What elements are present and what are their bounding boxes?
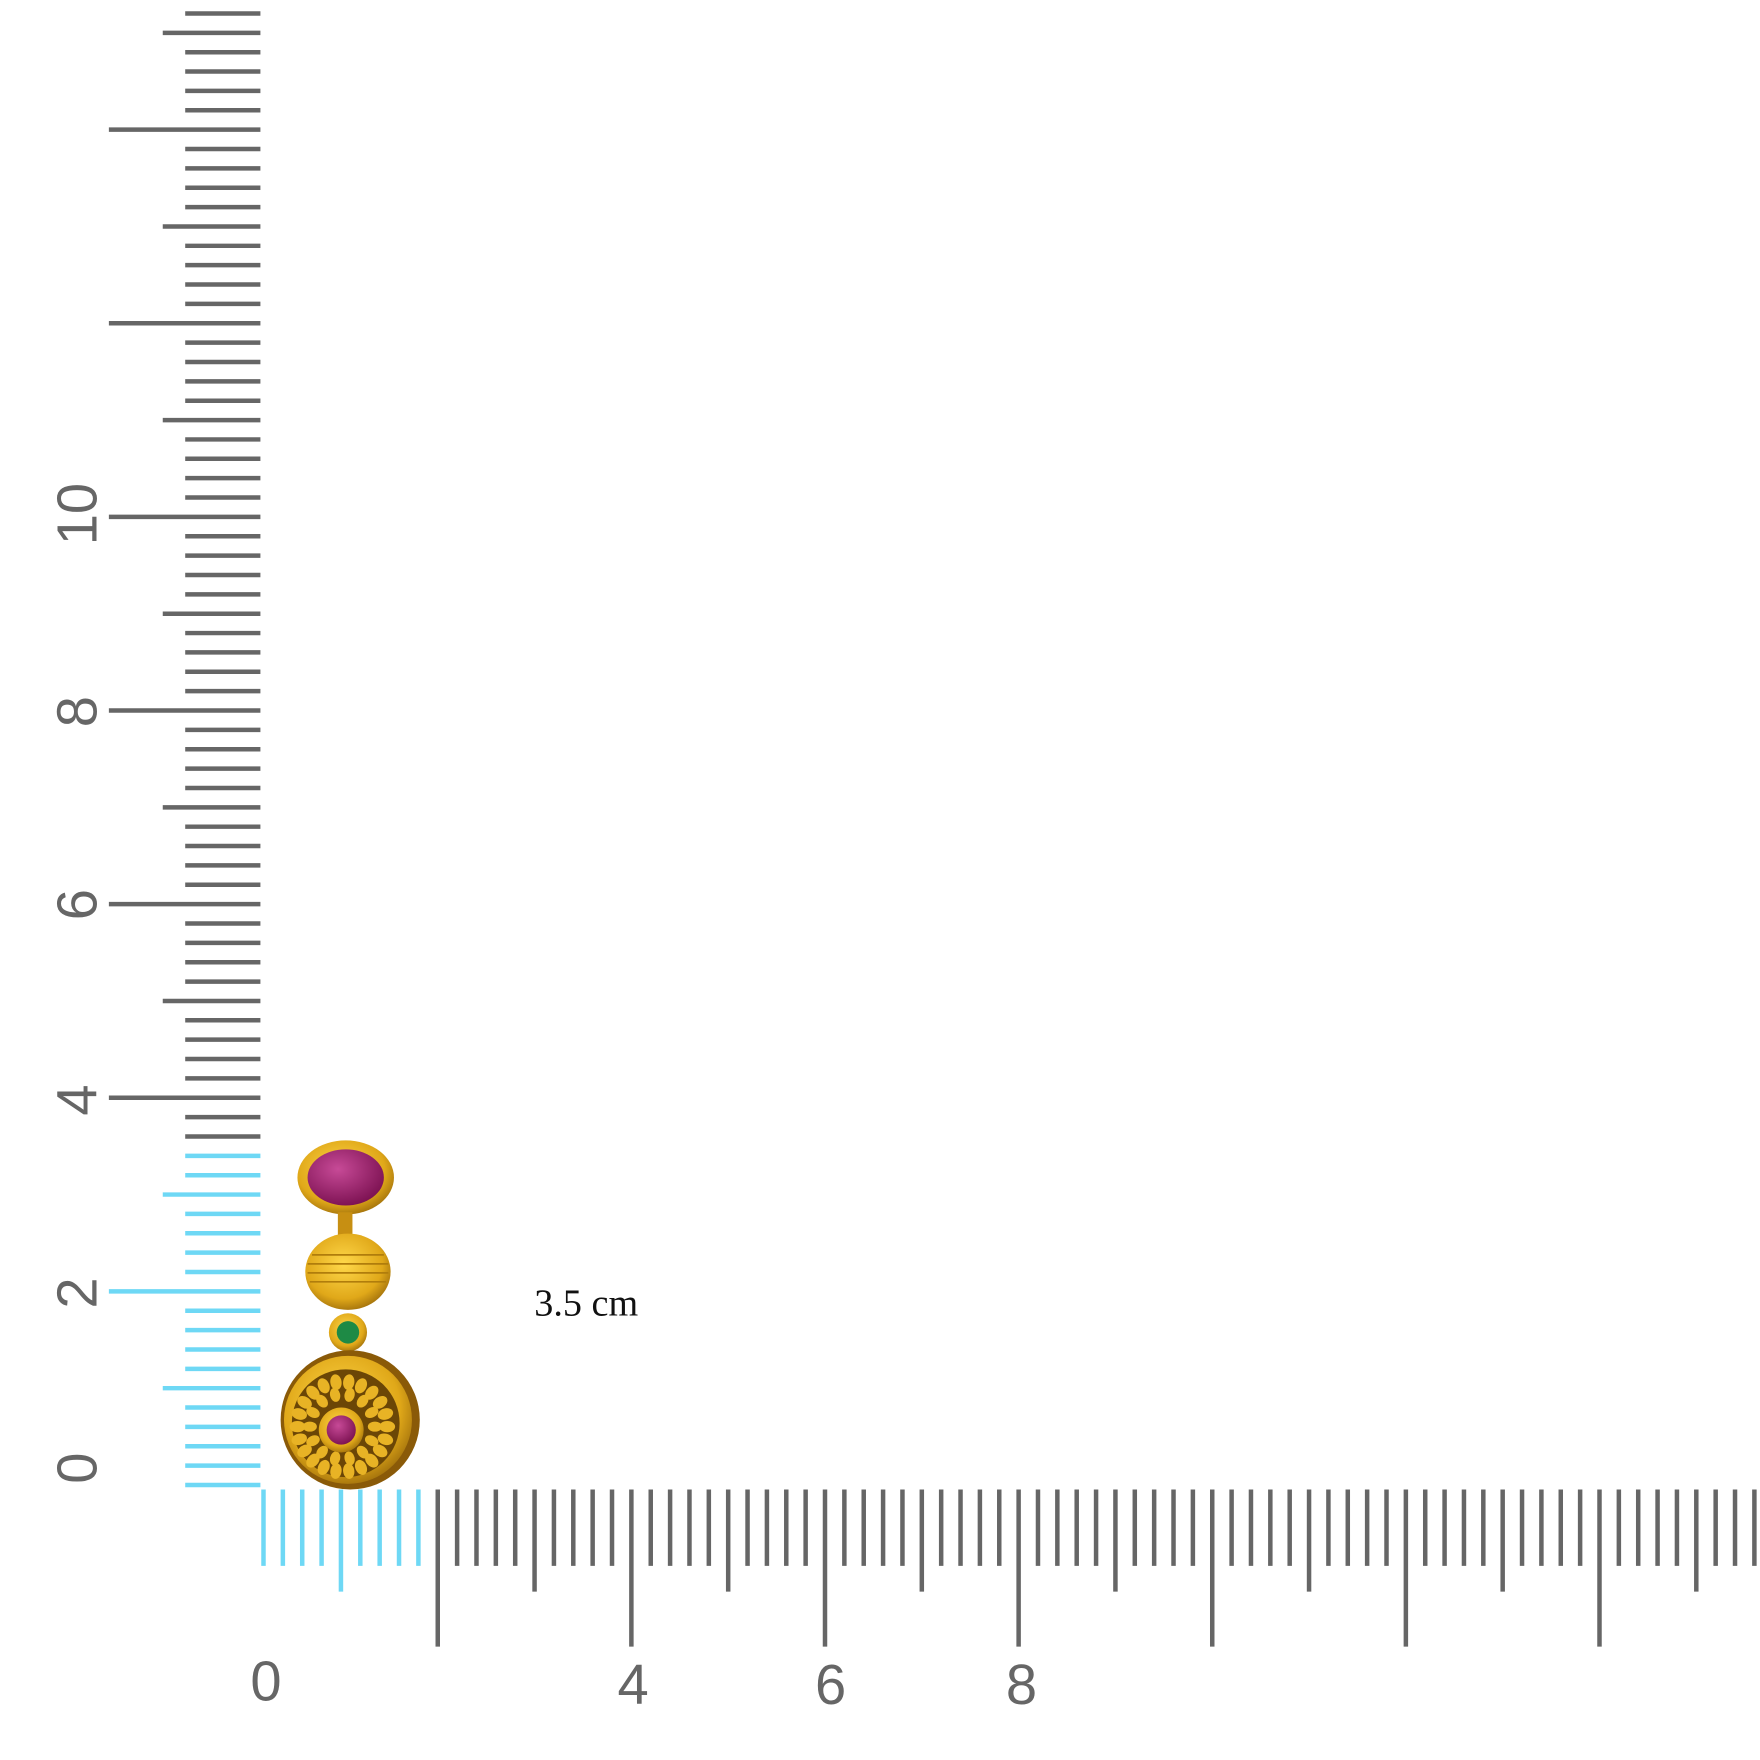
- granule-detail: [317, 1459, 330, 1475]
- granule-detail: [372, 1444, 388, 1458]
- granule-detail: [330, 1463, 342, 1479]
- granule-detail: [329, 1387, 341, 1402]
- granule-detail: [291, 1408, 307, 1420]
- granule-detail: [306, 1453, 320, 1468]
- granule-detail: [356, 1394, 369, 1408]
- granule-detail: [297, 1396, 312, 1409]
- granule-detail: [330, 1374, 342, 1391]
- granule-detail: [356, 1445, 369, 1459]
- v-label-6: 6: [46, 889, 109, 920]
- horizontal-ruler: [261, 1489, 1757, 1647]
- granule-detail: [289, 1421, 306, 1433]
- vertical-ruler: [108, 11, 261, 1488]
- granule-detail: [317, 1378, 330, 1394]
- granule-detail: [329, 1451, 341, 1466]
- earring-image: [280, 1140, 420, 1490]
- h-label-0: 0: [250, 1650, 281, 1713]
- granule-detail: [379, 1421, 396, 1433]
- granule-detail: [364, 1435, 379, 1447]
- granule-detail: [344, 1451, 355, 1466]
- h-label-6: 6: [815, 1653, 846, 1716]
- granule-detail: [367, 1421, 382, 1432]
- h-label-8: 8: [1006, 1653, 1037, 1716]
- granule-detail: [344, 1387, 355, 1402]
- granule-detail: [364, 1407, 379, 1418]
- granule-detail: [291, 1433, 307, 1446]
- h-label-4: 4: [617, 1653, 648, 1716]
- granule-detail: [354, 1459, 368, 1475]
- granule-detail: [302, 1421, 317, 1432]
- granule-detail: [316, 1394, 328, 1408]
- granule-detail: [365, 1385, 379, 1400]
- granule-detail: [365, 1453, 379, 1468]
- v-label-2: 2: [46, 1277, 109, 1308]
- granule-detail: [306, 1407, 320, 1418]
- granule-detail: [377, 1433, 394, 1446]
- v-label-4: 4: [46, 1084, 109, 1115]
- granule-detail: [377, 1408, 394, 1420]
- granule-detail: [354, 1378, 368, 1394]
- granule-detail: [343, 1463, 355, 1479]
- granule-detail: [306, 1435, 320, 1447]
- measurement-label: 3.5 cm: [534, 1283, 638, 1325]
- granule-detail: [297, 1444, 312, 1458]
- v-label-8: 8: [46, 696, 109, 727]
- granule-detail: [372, 1396, 388, 1409]
- v-label-0: 0: [46, 1453, 109, 1484]
- granule-detail: [316, 1445, 328, 1459]
- granule-detail: [343, 1374, 355, 1391]
- v-label-10: 10: [46, 483, 109, 545]
- granule-detail: [306, 1385, 320, 1400]
